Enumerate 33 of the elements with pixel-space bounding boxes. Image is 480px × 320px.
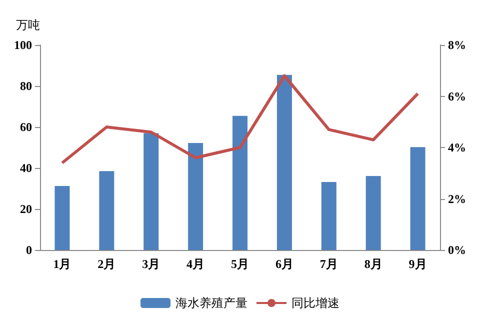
x-tick-label: 6月: [275, 257, 294, 271]
x-tick-label: 1月: [53, 257, 72, 271]
x-tick-label: 2月: [98, 257, 116, 271]
x-tick-label: 8月: [364, 257, 382, 271]
bar: [366, 176, 381, 250]
line-series: [60, 74, 420, 164]
y-tick-label: 20: [20, 202, 32, 216]
x-tick-label: 7月: [320, 257, 338, 271]
bar: [54, 186, 70, 250]
y-tick-label: 40: [20, 161, 32, 175]
bar: [232, 116, 248, 250]
y2-tick-label: 2%: [448, 192, 466, 206]
y2-tick-label: 8%: [448, 38, 466, 52]
bar: [188, 142, 204, 250]
y-tick-label: 100: [14, 38, 32, 52]
bar: [410, 147, 426, 250]
y-tick-label: 80: [20, 79, 32, 93]
x-tick-label: 9月: [408, 257, 427, 271]
y-tick-label: 0: [26, 243, 32, 257]
x-tick-label: 5月: [231, 257, 249, 271]
legend-label: 同比增速: [292, 296, 340, 310]
y2-tick-label: 4%: [448, 140, 466, 154]
y-tick-label: 60: [20, 120, 32, 134]
bar: [321, 182, 336, 250]
y2-tick-label: 0%: [448, 243, 466, 257]
legend-label: 海水养殖产量: [176, 296, 248, 310]
y2-tick-label: 6%: [448, 89, 466, 104]
x-tick-label: 4月: [186, 257, 205, 271]
bar: [276, 74, 292, 250]
y-axis-title: 万吨: [16, 18, 40, 32]
x-tick-label: 3月: [142, 257, 160, 271]
bar: [99, 171, 114, 250]
bar: [144, 133, 159, 250]
